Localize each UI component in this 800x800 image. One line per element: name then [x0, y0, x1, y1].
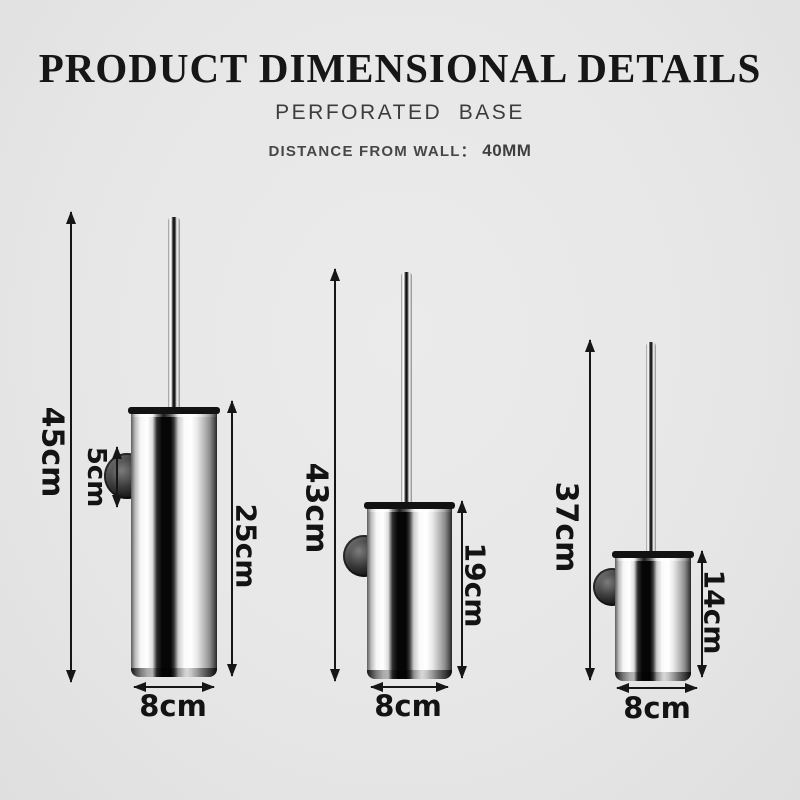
- mount-height-label-large: 5cm: [81, 446, 111, 508]
- brush-cup-medium: [364, 502, 455, 679]
- brush-cup-small: [612, 551, 694, 681]
- cup-width-label-small: 8cm: [623, 691, 691, 725]
- cup-height-arrow-small: [697, 550, 707, 678]
- cup-width-label-medium: 8cm: [374, 689, 442, 723]
- total-height-label-small: 37cm: [548, 481, 584, 573]
- cup-width-arrow-small: [616, 683, 698, 693]
- subtitle-perforated-base: PERFORATED BASE: [275, 101, 525, 124]
- total-height-label-large: 45cm: [34, 406, 70, 498]
- page-title: PRODUCT DIMENSIONAL DETAILS: [38, 45, 762, 91]
- cup-width-arrow-large: [133, 682, 215, 692]
- brush-handle-small: [646, 342, 656, 556]
- total-height-arrow-large: [66, 211, 76, 683]
- cup-rim-medium: [364, 502, 455, 509]
- total-height-label-medium: 43cm: [298, 462, 334, 554]
- total-height-arrow-medium: [330, 268, 340, 682]
- wall-distance-value: 40MM: [482, 141, 532, 160]
- cup-rim-small: [612, 551, 694, 558]
- wall-distance-label: DISTANCE FROM WALL：: [268, 143, 477, 160]
- cup-height-label-large: 25cm: [229, 503, 263, 589]
- cup-rim-large: [128, 407, 220, 414]
- brush-handle-large: [168, 217, 180, 413]
- cup-height-arrow-large: [227, 400, 237, 677]
- total-height-arrow-small: [585, 339, 595, 681]
- brush-handle-medium: [401, 272, 412, 506]
- cup-width-arrow-medium: [370, 682, 449, 692]
- cup-width-label-large: 8cm: [139, 689, 207, 723]
- cup-height-arrow-medium: [457, 500, 467, 679]
- mount-height-arrow-large: [112, 446, 122, 508]
- wall-distance-note: DISTANCE FROM WALL： 40MM: [0, 140, 800, 161]
- cup-height-label-medium: 19cm: [458, 542, 492, 628]
- cup-height-label-small: 14cm: [697, 569, 731, 655]
- brush-cup-large: [128, 407, 220, 677]
